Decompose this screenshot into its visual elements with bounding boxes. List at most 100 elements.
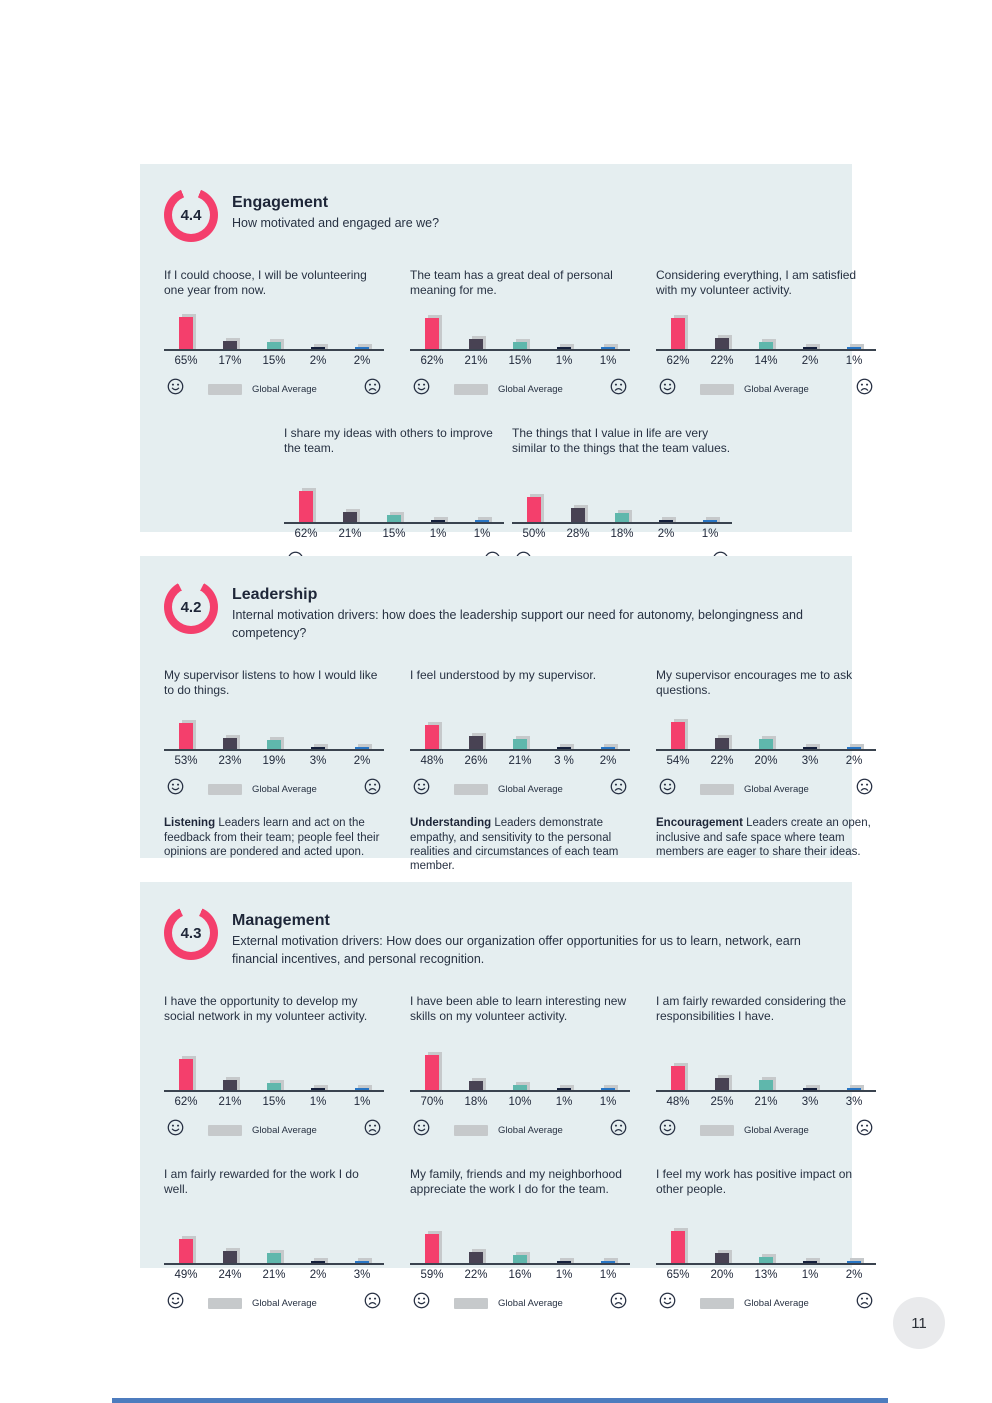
global-average-bar	[560, 1258, 574, 1264]
bar-slot	[542, 1050, 586, 1091]
percent-label: 1%	[599, 1269, 617, 1282]
bar-slot	[788, 709, 832, 750]
chart-question: My family, friends and my neighborhood a…	[410, 1167, 622, 1197]
survey-chart: I feel understood by my supervisor. 48% 26…	[410, 668, 630, 874]
bar-pair	[355, 744, 372, 750]
charts-row: I am fairly rewarded for the work I do w…	[164, 1167, 876, 1314]
global-average-bar	[806, 1085, 820, 1091]
percent-labels: 59% 22% 16% 1% 1%	[410, 1269, 630, 1281]
score-value: 4.4	[172, 196, 210, 234]
legend-group: Global Average	[208, 383, 317, 395]
global-average-label: Global Average	[744, 383, 809, 395]
legend-group: Global Average	[700, 383, 809, 395]
percent-label: 22%	[710, 355, 734, 367]
bar-slot	[498, 1223, 542, 1264]
bar-pair	[431, 517, 448, 522]
bar-slot	[416, 482, 460, 522]
global-average-bar	[560, 1085, 574, 1091]
bar-slot	[542, 709, 586, 750]
chart-question: My supervisor listens to how I would lik…	[164, 668, 378, 698]
global-average-swatch	[454, 1124, 488, 1136]
percent-label: 1%	[429, 528, 447, 540]
bar-slot	[454, 1223, 498, 1264]
charts-row: I have the opportunity to develop my soc…	[164, 994, 876, 1141]
bar-pair	[671, 1227, 688, 1264]
value-bar	[671, 722, 685, 750]
frowny-face-icon	[364, 1119, 381, 1141]
bar-slot	[656, 1223, 700, 1264]
bar-slot	[252, 1223, 296, 1264]
global-average-bar	[478, 517, 492, 522]
bar-slot	[744, 309, 788, 349]
value-bar	[557, 1088, 571, 1091]
dimension-description: Encouragement Leaders create an open, in…	[656, 817, 871, 858]
value-bar	[803, 1261, 817, 1264]
chart-question: I feel understood by my supervisor.	[410, 668, 597, 683]
percent-labels: 48% 25% 21% 3% 3%	[656, 1096, 876, 1108]
value-bar	[601, 1261, 615, 1264]
value-bar	[355, 1088, 369, 1091]
value-bar	[759, 739, 773, 750]
bar-slot	[556, 482, 600, 522]
bar-slot	[498, 709, 542, 750]
percent-label: 1%	[309, 1096, 327, 1109]
legend-group: Global Average	[454, 383, 563, 395]
chart-question: My supervisor encourages me to ask quest…	[656, 668, 853, 698]
global-average-bar	[850, 1085, 864, 1091]
value-bar	[847, 347, 861, 349]
frowny-face-icon	[610, 1292, 627, 1314]
section-subtitle: Internal motivation drivers: how does th…	[232, 608, 803, 640]
bar-pair	[355, 344, 372, 349]
value-bar	[475, 520, 489, 522]
section-header: 4.2 Leadership Internal motivation drivers…	[164, 580, 828, 642]
percent-label: 24%	[218, 1269, 242, 1282]
bar-slot	[252, 1050, 296, 1091]
global-average-bar	[662, 517, 676, 522]
section-title-block: Management External motivation drivers: H…	[232, 906, 822, 968]
bar-area	[164, 1050, 384, 1093]
bar-pair	[571, 505, 588, 522]
percent-label: 48%	[420, 755, 444, 768]
bar-area	[656, 1050, 876, 1093]
value-bar	[557, 347, 571, 349]
percent-label: 1%	[801, 1269, 819, 1282]
value-bar	[425, 318, 439, 349]
survey-chart: My supervisor listens to how I would lik…	[164, 668, 384, 874]
value-bar	[299, 491, 313, 522]
percent-label: 18%	[464, 1096, 488, 1109]
value-bar	[223, 340, 237, 349]
bar-slot	[208, 1223, 252, 1264]
value-bar	[513, 1255, 527, 1264]
value-bar	[803, 347, 817, 349]
global-average-swatch	[454, 383, 488, 395]
percent-label: 1%	[473, 528, 491, 540]
bar-slot	[284, 482, 328, 522]
section-title-block: Engagement How motivated and engaged are …	[232, 188, 439, 233]
bar-slot	[832, 1050, 876, 1091]
percent-label: 2%	[353, 755, 371, 768]
chart-legend: Global Average	[656, 778, 876, 800]
value-bar	[557, 747, 571, 750]
bar-pair	[557, 744, 574, 750]
percent-label: 3 %	[554, 755, 574, 768]
bar-slot	[340, 309, 384, 349]
bar-area	[410, 709, 630, 752]
bar-slot	[498, 1050, 542, 1091]
bar-pair	[803, 1258, 820, 1264]
bar-pair	[671, 315, 688, 349]
charts-row: My supervisor listens to how I would lik…	[164, 668, 876, 874]
value-bar	[267, 1082, 281, 1091]
smiley-face-icon	[413, 1119, 430, 1141]
bar-slot	[328, 482, 372, 522]
value-bar	[311, 1261, 325, 1264]
value-bar	[557, 1261, 571, 1264]
value-bar	[223, 737, 237, 750]
percent-label: 15%	[262, 355, 286, 367]
bar-slot	[340, 1050, 384, 1091]
survey-chart: The team has a great deal of personal me…	[410, 268, 630, 400]
bar-pair	[659, 517, 676, 522]
chart-question: Considering everything, I am satisfied w…	[656, 268, 857, 298]
global-average-swatch	[700, 783, 734, 795]
global-average-bar	[706, 517, 720, 522]
survey-chart: My family, friends and my neighborhood a…	[410, 1167, 630, 1314]
